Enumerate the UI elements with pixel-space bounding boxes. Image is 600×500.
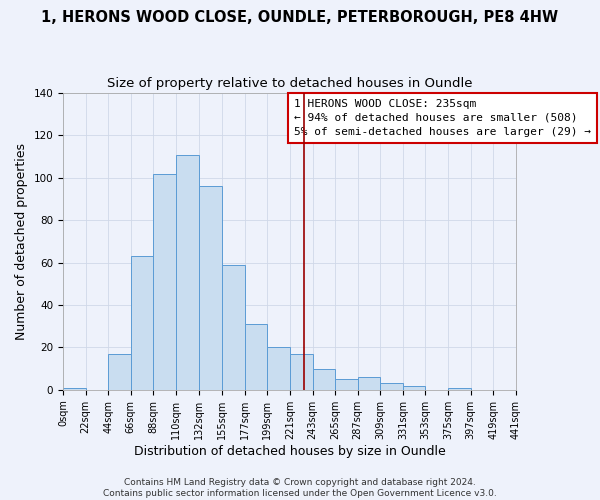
Bar bbox=[108, 354, 131, 390]
Bar bbox=[176, 154, 199, 390]
Bar bbox=[245, 324, 268, 390]
Bar bbox=[403, 386, 425, 390]
Bar bbox=[268, 348, 290, 390]
Bar bbox=[131, 256, 154, 390]
Y-axis label: Number of detached properties: Number of detached properties bbox=[15, 143, 28, 340]
Bar bbox=[358, 377, 380, 390]
Bar bbox=[313, 368, 335, 390]
X-axis label: Distribution of detached houses by size in Oundle: Distribution of detached houses by size … bbox=[134, 444, 445, 458]
Bar bbox=[63, 388, 86, 390]
Bar bbox=[199, 186, 222, 390]
Bar bbox=[290, 354, 313, 390]
Bar bbox=[380, 384, 403, 390]
Text: Contains HM Land Registry data © Crown copyright and database right 2024.
Contai: Contains HM Land Registry data © Crown c… bbox=[103, 478, 497, 498]
Title: Size of property relative to detached houses in Oundle: Size of property relative to detached ho… bbox=[107, 78, 472, 90]
Text: 1, HERONS WOOD CLOSE, OUNDLE, PETERBOROUGH, PE8 4HW: 1, HERONS WOOD CLOSE, OUNDLE, PETERBOROU… bbox=[41, 10, 559, 25]
Bar bbox=[154, 174, 176, 390]
Bar bbox=[335, 379, 358, 390]
Bar bbox=[222, 265, 245, 390]
Bar bbox=[448, 388, 470, 390]
Text: 1 HERONS WOOD CLOSE: 235sqm
← 94% of detached houses are smaller (508)
5% of sem: 1 HERONS WOOD CLOSE: 235sqm ← 94% of det… bbox=[294, 99, 591, 137]
